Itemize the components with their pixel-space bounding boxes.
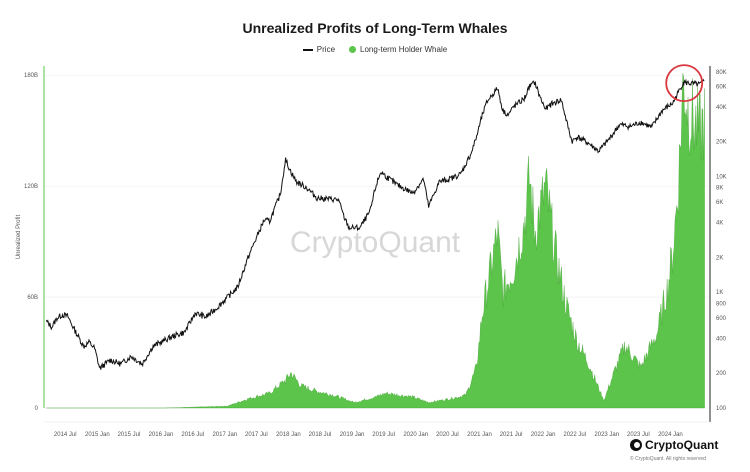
x-tick-label: 2023 Jul [627, 432, 650, 438]
x-tick-label: 2021 Jul [500, 432, 523, 438]
y-right-tick-label: 6K [716, 200, 723, 206]
legend-price-label: Price [316, 45, 336, 54]
watermark: CryptoQuant [290, 226, 461, 259]
y-right-tick-label: 40K [716, 105, 727, 111]
y-right-tick-label: 8K [716, 186, 723, 192]
y-axis-label: Unrealized Profit [16, 214, 22, 259]
whale-area-layer [46, 73, 705, 409]
x-tick-label: 2015 Jan [85, 432, 110, 438]
copyright: © CryptoQuant. All rights reserved [630, 456, 706, 462]
y-right-tick-label: 60K [716, 84, 727, 90]
x-tick-label: 2022 Jul [563, 432, 586, 438]
y-left-tick-label: 60B [27, 295, 38, 301]
y-left-tick-label: 180B [24, 73, 38, 79]
y-right-tick-label: 200 [716, 371, 727, 377]
y-left-axis: 0 60B 120B 180B [24, 73, 39, 412]
x-tick-label: 2022 Jan [531, 432, 556, 438]
whale-area [46, 73, 705, 409]
x-tick-label: 2017 Jan [212, 432, 237, 438]
y-right-tick-label: 400 [716, 336, 727, 342]
x-tick-label: 2020 Jan [403, 432, 428, 438]
y-right-tick-label: 10K [716, 174, 727, 180]
x-tick-label: 2021 Jan [467, 432, 492, 438]
legend-price[interactable]: Price [302, 45, 336, 54]
brand: CryptoQuant [630, 438, 718, 452]
y-right-tick-label: 800 [716, 301, 727, 307]
y-right-tick-label: 1K [716, 290, 723, 296]
chart-title: Unrealized Profits of Long-Term Whales [242, 20, 508, 36]
x-tick-label: 2017 Jul [245, 432, 268, 438]
price-line-layer [45, 78, 705, 370]
highlight-circle [665, 64, 704, 103]
legend-price-swatch [302, 48, 313, 51]
y-right-tick-label: 80K [716, 70, 727, 76]
y-left-tick-label: 120B [24, 184, 38, 190]
x-tick-label: 2016 Jan [149, 432, 174, 438]
x-tick-label: 2020 Jul [436, 432, 459, 438]
y-right-tick-label: 600 [716, 316, 727, 322]
y-right-axis: 80K 60K 40K 20K 10K 8K 6K 4K 2K 1K 800 600 400 200 100 [716, 70, 727, 412]
legend-whale-label: Long-term Holder Whale [360, 45, 448, 54]
x-tick-label: 2019 Jan [340, 432, 365, 438]
price-line [45, 78, 705, 370]
x-tick-label: 2019 Jul [372, 432, 395, 438]
x-tick-label: 2014 Jul [54, 432, 77, 438]
y-right-tick-label: 4K [716, 221, 723, 227]
x-tick-label: 2024 Jan [658, 432, 683, 438]
x-tick-label: 2015 Jul [118, 432, 141, 438]
brand-name: CryptoQuant [645, 438, 719, 452]
chart-legend: Price Long-term Holder Whale [0, 45, 750, 54]
y-right-tick-label: 100 [716, 406, 727, 412]
cryptoquant-logo-icon [630, 439, 642, 451]
axes [43, 66, 711, 423]
x-tick-label: 2018 Jan [276, 432, 301, 438]
y-left-tick-label: 0 [35, 406, 39, 412]
x-tick-label: 2023 Jan [594, 432, 619, 438]
y-right-tick-label: 20K [716, 140, 727, 146]
x-tick-label: 2016 Jul [181, 432, 204, 438]
legend-whale[interactable]: Long-term Holder Whale [349, 45, 447, 54]
x-axis: 2014 Jul 2015 Jan 2015 Jul 2016 Jan 2016 Jul… [54, 432, 683, 438]
y-right-tick-label: 2K [716, 255, 723, 261]
x-tick-label: 2018 Jul [309, 432, 332, 438]
legend-whale-swatch [349, 46, 357, 53]
